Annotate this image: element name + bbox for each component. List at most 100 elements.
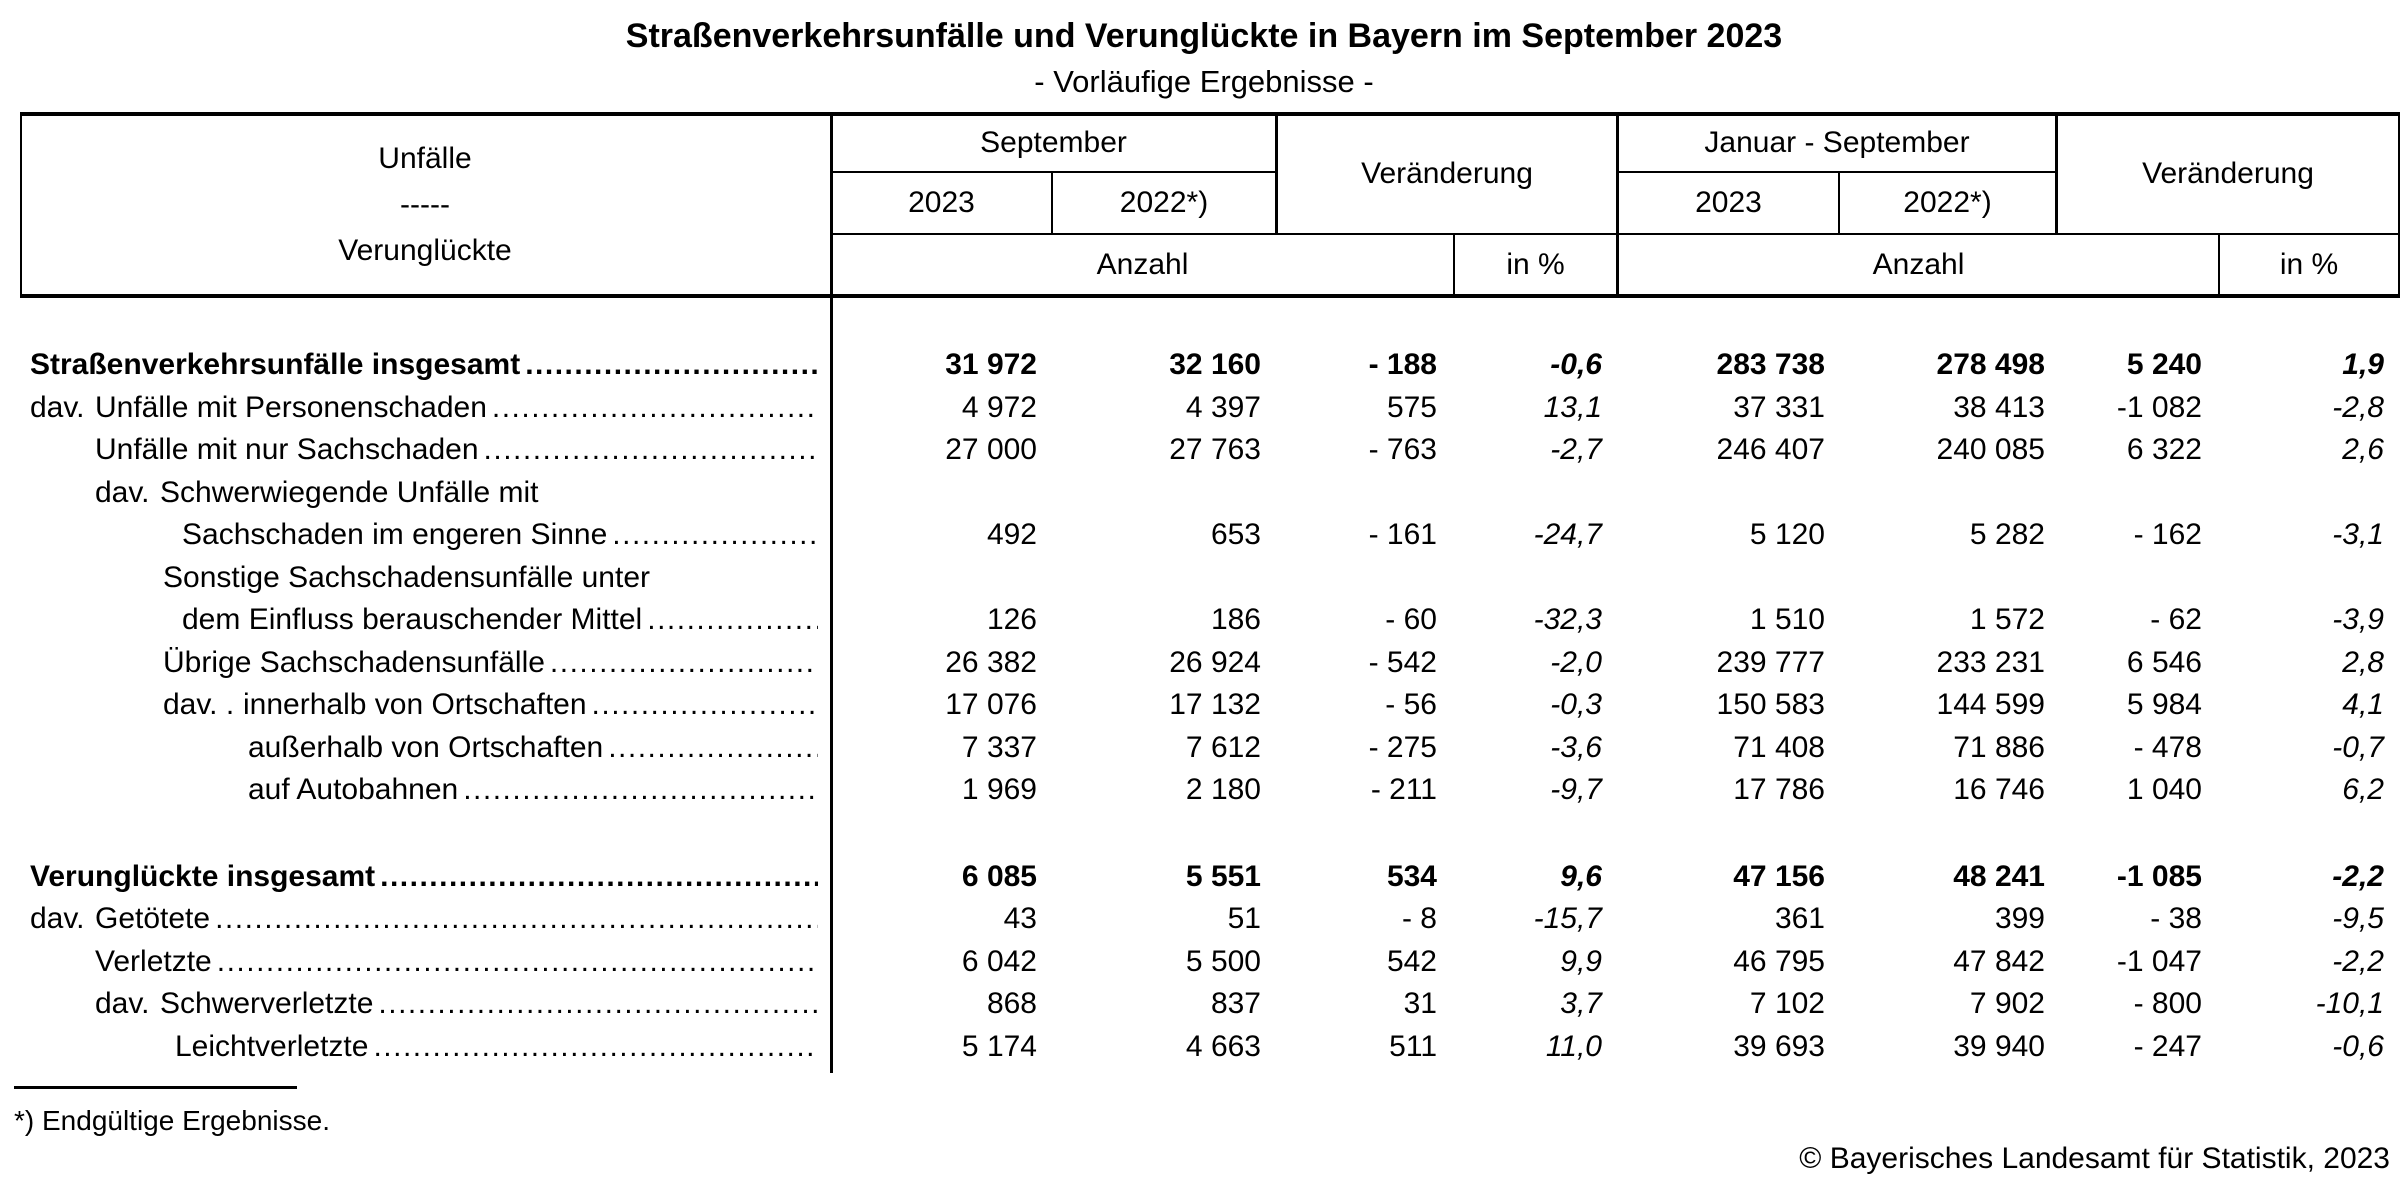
cell-value: 492 (986, 518, 1037, 551)
row-label: dav. Getötete............................… (20, 902, 832, 936)
table-row: Unfälle mit nur Sachschaden.............… (20, 429, 2400, 472)
cell-value: 1 969 (961, 773, 1037, 806)
header-bottom-border (20, 294, 2400, 298)
dot-leader: ........................................… (612, 518, 818, 552)
cell-value: -2,2 (2332, 859, 2384, 893)
column-group-jan-sep: Januar - September (1704, 125, 1970, 159)
row-label-text: Unfälle mit nur Sachschaden (95, 433, 479, 467)
cell-value: 9,9 (1560, 944, 1602, 978)
cell-value: 17 076 (945, 688, 1037, 721)
cell-value: 6 322 (2126, 433, 2202, 466)
row-label: Verletzte...............................… (20, 945, 832, 979)
cell-value: 9,6 (1560, 859, 1602, 893)
jansep-inpct-divider (2218, 233, 2220, 298)
table-row: dav. Unfälle mit Personenschaden.........… (20, 387, 2400, 430)
cell-value: 5 120 (1749, 518, 1825, 551)
cell-value: -2,7 (1550, 433, 1602, 466)
dot-leader: ........................................… (216, 944, 818, 978)
table-row: Sonstige Sachschadensunfälle unter (20, 557, 2400, 600)
row-label-text: Schwerverletzte (160, 987, 374, 1021)
cell-value: 47 156 (1733, 859, 1825, 893)
sep-inpct-divider (1453, 233, 1455, 298)
cell-value: 511 (1389, 1029, 1437, 1063)
column-group-september: September (980, 125, 1127, 159)
table-row: Verletzte...............................… (20, 941, 2400, 984)
cell-value: 11,0 (1545, 1029, 1602, 1063)
cell-value: 868 (986, 987, 1037, 1020)
copyright-text: © Bayerisches Landesamt für Statistik, 2… (1799, 1142, 2390, 1175)
cell-value: 534 (1386, 859, 1437, 893)
table-row: Übrige Sachschadensunfälle..............… (20, 642, 2400, 685)
table-row: Verunglückte insgesamt..................… (20, 856, 2400, 899)
row-label-text: Verletzte (95, 944, 212, 978)
dot-leader: ........................................… (380, 859, 818, 893)
table-row: Straßenverkehrsunfälle insgesamt........… (20, 344, 2400, 387)
cell-value: -32,3 (1533, 603, 1602, 636)
cell-value: 5 551 (1185, 859, 1261, 893)
unit-anzahl-1: Anzahl (1096, 247, 1189, 281)
sep-change-divider (1275, 112, 1278, 235)
cell-value: - 62 (2150, 603, 2202, 636)
table-row: dem Einfluss berauschender Mittel.......… (20, 599, 2400, 642)
cell-value: 13,1 (1543, 390, 1602, 424)
unit-inpct-2: in % (2279, 247, 2339, 281)
cell-value: 71 408 (1733, 730, 1825, 764)
page-title: Straßenverkehrsunfälle und Verunglückte … (625, 17, 1783, 55)
cell-value: - 478 (2133, 730, 2202, 764)
table-row: dav. Schwerverletzte.....................… (20, 983, 2400, 1026)
table-row: außerhalb von Ortschaften...............… (20, 727, 2400, 770)
table-row: auf Autobahnen..........................… (20, 769, 2400, 812)
cell-value: -3,9 (2332, 603, 2384, 636)
cell-value: 7 337 (961, 730, 1037, 764)
cell-value: 4,1 (2342, 688, 2384, 721)
dot-leader: ........................................… (647, 603, 818, 637)
dot-leader: ........................................… (378, 987, 818, 1021)
row-label: Übrige Sachschadensunfälle..............… (20, 646, 832, 680)
row-label-text: Übrige Sachschadensunfälle (163, 645, 545, 679)
stub-line-dashes: ----- (400, 188, 450, 221)
cell-value: 47 842 (1953, 944, 2045, 978)
dot-leader: ........................................… (591, 688, 818, 722)
cell-value: 5 282 (1969, 518, 2045, 551)
page-subtitle: - Vorläufige Ergebnisse - (1034, 64, 1374, 99)
cell-value: 233 231 (1936, 645, 2045, 679)
cell-value: 27 000 (945, 433, 1037, 466)
row-label: dem Einfluss berauschender Mittel.......… (20, 603, 832, 637)
cell-value: 51 (1227, 902, 1261, 935)
row-label: Straßenverkehrsunfälle insgesamt........… (20, 348, 832, 382)
stub-line-verungglueckte: Verunglückte (338, 234, 512, 267)
cell-value: 240 085 (1936, 433, 2045, 466)
cell-value: 6,2 (2342, 773, 2384, 806)
cell-value: 2,6 (2342, 433, 2384, 466)
cell-value: 283 738 (1716, 348, 1825, 381)
cell-value: - 188 (1368, 348, 1437, 381)
column-sep-2023: 2023 (908, 186, 975, 219)
cell-value: 48 241 (1953, 859, 2045, 893)
stub-header-cell: Unfälle ----- Verunglückte (20, 116, 830, 294)
cell-value: 26 382 (945, 645, 1037, 679)
jan-sep-group-underline (1618, 171, 2057, 173)
dot-leader: ........................................… (608, 730, 818, 764)
unit-inpct-1: in % (1506, 247, 1565, 281)
row-label-text: Verunglückte insgesamt (30, 859, 376, 893)
cell-value: 31 972 (945, 348, 1037, 381)
dot-leader: ........................................… (463, 773, 818, 807)
cell-value: -10,1 (2315, 987, 2384, 1020)
row-label: Unfälle mit nur Sachschaden.............… (20, 433, 832, 467)
row-label: Verunglückte insgesamt..................… (20, 860, 832, 894)
row-label: Leichtverletzte.........................… (20, 1030, 832, 1064)
cell-value: -0,6 (1550, 348, 1602, 381)
cell-value: 144 599 (1936, 688, 2045, 721)
cell-value: 6 042 (961, 944, 1037, 978)
cell-value: - 8 (1401, 902, 1437, 935)
cell-value: - 542 (1368, 645, 1437, 679)
cell-value: 46 795 (1733, 944, 1825, 978)
cell-value: 150 583 (1716, 688, 1825, 721)
cell-value: 7 102 (1749, 987, 1825, 1020)
cell-value: 7 612 (1185, 730, 1261, 764)
cell-value: - 60 (1385, 603, 1437, 636)
cell-value: 239 777 (1716, 645, 1825, 679)
cell-value: -3,1 (2332, 518, 2384, 551)
cell-value: 1 510 (1749, 603, 1825, 636)
row-label-text: Straßenverkehrsunfälle insgesamt (30, 348, 521, 382)
